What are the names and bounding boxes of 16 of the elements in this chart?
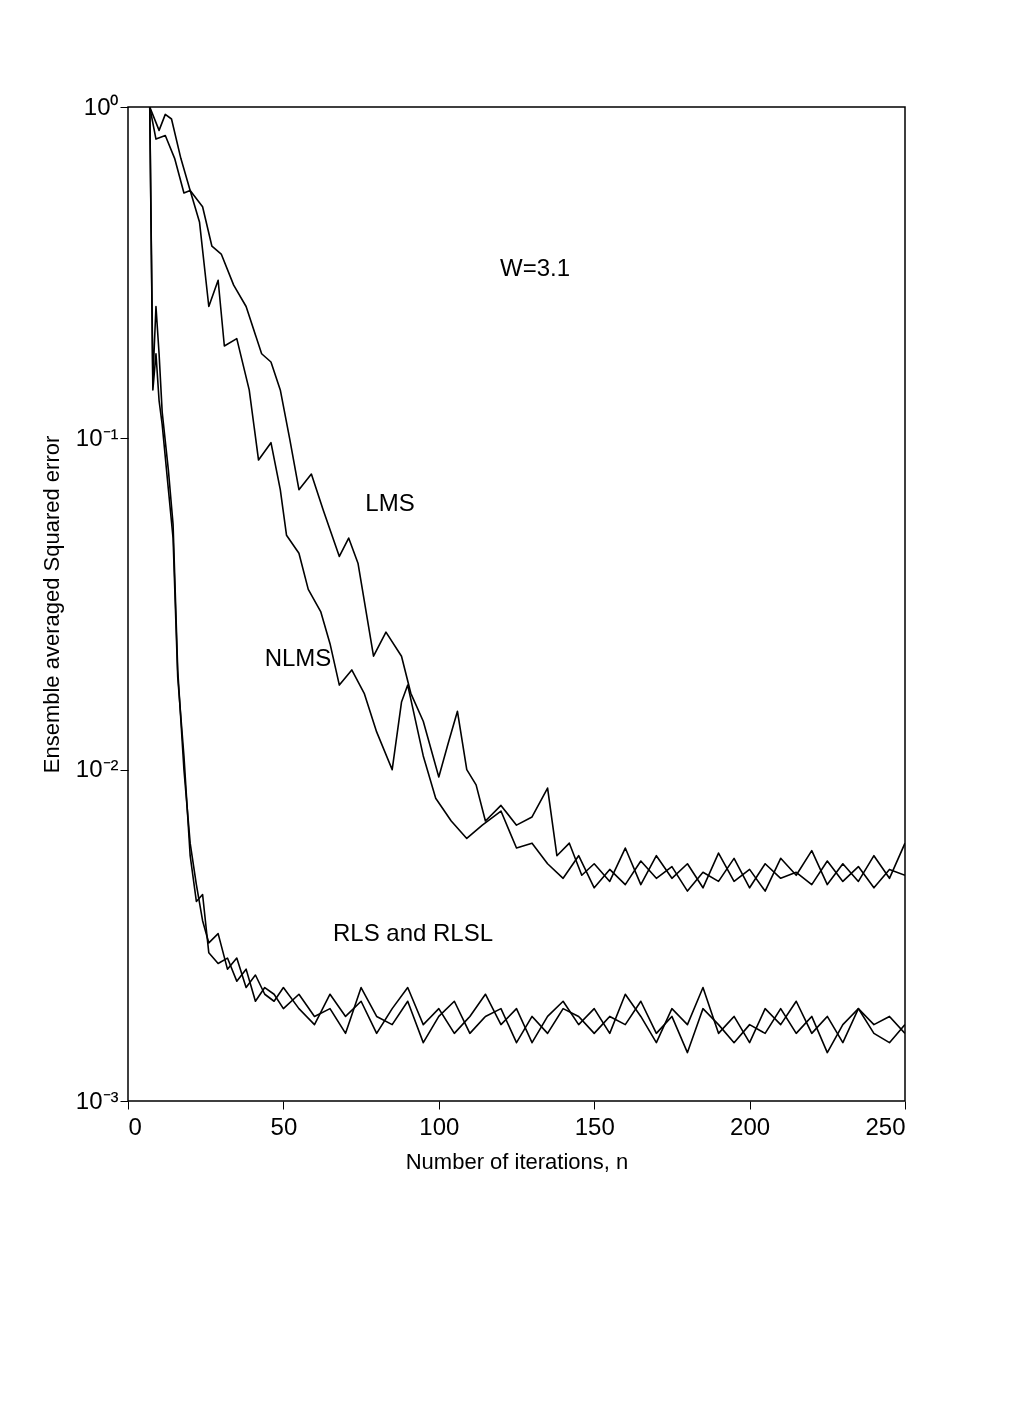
x-tick-label: 50 [270, 1112, 298, 1140]
y-tick-label: 10⁰ [83, 92, 119, 120]
x-tick-label: 0 [128, 1112, 142, 1140]
y-tick-label: 10⁻³ [75, 1086, 119, 1114]
x-tick-label: 100 [419, 1112, 460, 1140]
x-tick-label: 150 [574, 1112, 615, 1140]
annotation: LMS [365, 489, 415, 516]
y-axis-title: Ensemble averaged Squared error [38, 435, 64, 774]
y-tick-label: 10⁻¹ [75, 423, 119, 451]
x-axis-title: Number of iterations, n [405, 1148, 629, 1174]
y-tick-label: 10⁻² [75, 755, 119, 783]
x-tick-label: 200 [730, 1112, 771, 1140]
x-tick-label: 250 [865, 1112, 906, 1140]
annotation: NLMS [264, 644, 332, 671]
annotation: RLS and RLSL [332, 919, 494, 946]
annotation: W=3.1 [499, 254, 571, 281]
